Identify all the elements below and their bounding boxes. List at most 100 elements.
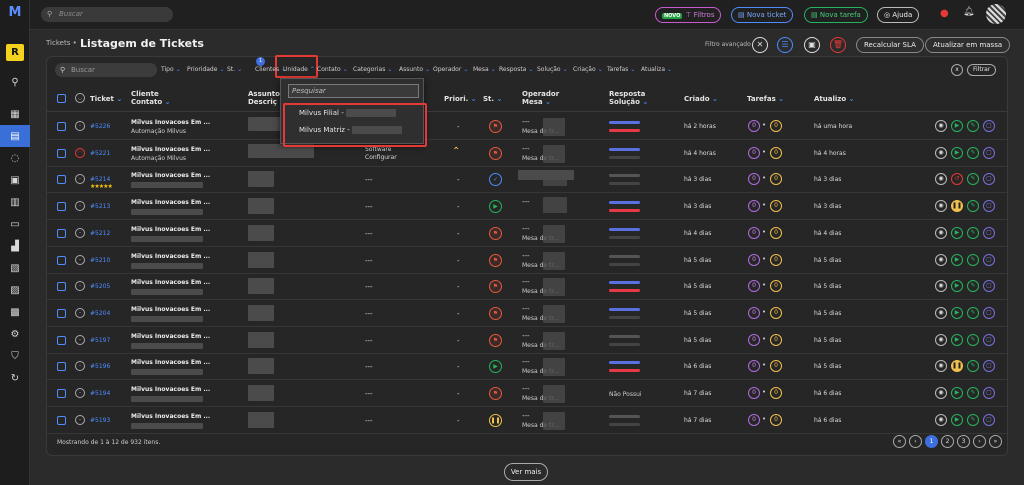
col-atualizo[interactable]: Atualizo ⌄ [814, 95, 855, 103]
filter-chip[interactable]: Prioridade ⌄ [187, 66, 225, 73]
edit-icon[interactable]: ✎ [967, 387, 979, 399]
edit-icon[interactable]: ✎ [967, 360, 979, 373]
nova-tarefa-button[interactable]: ▤ Nova tarefa [804, 7, 868, 23]
delete-icon[interactable]: ▢ [983, 173, 995, 186]
tasks-pending-count[interactable]: 0 [770, 253, 782, 266]
breadcrumb[interactable]: Tickets • [46, 39, 77, 47]
play-icon[interactable]: ▶ [951, 253, 963, 266]
page-button[interactable]: 2 [941, 435, 954, 448]
view-icon[interactable]: ◉ [935, 306, 947, 319]
pause-icon[interactable]: ❚❚ [951, 200, 963, 213]
filter-chip[interactable]: Categorias ⌄ [353, 66, 393, 73]
pause-icon[interactable]: ❚❚ [951, 360, 963, 373]
devices-icon[interactable]: ▭ [10, 218, 20, 230]
tasks-open-count[interactable]: 0 [748, 360, 760, 373]
ver-mais-button[interactable]: Ver mais [504, 463, 548, 481]
filtrar-button[interactable]: Filtrar [967, 64, 997, 76]
ticket-id-link[interactable]: #5221 [90, 149, 111, 157]
ticket-id-link[interactable]: #5194 [90, 390, 111, 397]
chat-icon[interactable]: ◌ [10, 152, 20, 164]
delete-icon[interactable]: ▢ [983, 387, 995, 399]
delete-icon[interactable]: ▢ [983, 280, 995, 293]
ticket-id-link[interactable]: #5226 [90, 123, 111, 130]
tasks-pending-count[interactable]: 0 [770, 387, 782, 399]
reports-icon[interactable]: ▟ [11, 240, 19, 252]
row-checkbox[interactable] [57, 122, 66, 131]
edit-icon[interactable]: ✎ [967, 146, 979, 159]
novo-ticket-button[interactable]: ▤ Nova ticket [731, 7, 794, 23]
tasks-pending-count[interactable]: 0 [770, 226, 782, 239]
table-row[interactable]: – #5226 Milvus Inovacoes Em ... Automação M… [47, 113, 1007, 140]
page-button[interactable]: » [989, 435, 1002, 448]
view-icon[interactable]: ◉ [935, 280, 947, 293]
filter-chip[interactable]: Contato ⌄ [317, 66, 348, 73]
page-button[interactable]: 1 [925, 435, 938, 448]
play-icon[interactable]: ▶ [951, 146, 963, 159]
dropdown-search-input[interactable]: Pesquisar [288, 84, 419, 98]
row-checkbox[interactable] [57, 202, 66, 212]
tasks-pending-count[interactable]: 0 [770, 280, 782, 293]
ticket-id-link[interactable]: #5204 [90, 309, 111, 317]
milvus-logo[interactable]: M [8, 5, 22, 20]
col-criado[interactable]: Criado ⌄ [684, 95, 718, 103]
col-ticket[interactable]: Ticket ⌄ [90, 95, 123, 103]
col-cliente[interactable]: Cliente Contato ⌄ [131, 90, 171, 106]
edit-icon[interactable]: ✎ [967, 226, 979, 239]
atualizar-em-massa-button[interactable]: Atualizar em massa [925, 37, 1011, 53]
gear-icon[interactable]: ⚙ [10, 328, 20, 340]
filter-chip[interactable]: Atualiza ⌄ [641, 66, 673, 73]
edit-icon[interactable]: ✎ [967, 333, 979, 346]
tickets-icon[interactable]: ▤ [0, 125, 30, 147]
tasks-open-count[interactable]: 0 [748, 333, 760, 346]
bell-icon[interactable]: 🔔︎ [963, 7, 975, 17]
view-icon[interactable]: ◉ [935, 253, 947, 266]
view-icon[interactable]: ◉ [935, 226, 947, 239]
contacts-icon[interactable]: ▥ [10, 196, 20, 208]
tasks-open-count[interactable]: 0 [748, 387, 760, 399]
filter-search-input[interactable]: ⚲ Buscar [55, 63, 157, 77]
docs-icon[interactable]: ▨ [10, 284, 20, 296]
tasks-open-count[interactable]: 0 [748, 306, 760, 319]
folder-icon[interactable]: ▩ [10, 306, 20, 318]
row-checkbox[interactable] [57, 308, 66, 318]
col-tarefas[interactable]: Tarefas ⌄ [747, 95, 785, 103]
delete-button[interactable]: 🗑︎ [830, 37, 846, 53]
status-pause-icon[interactable]: ❚❚ [489, 413, 502, 427]
filter-chip[interactable]: Unidade ⌃ [283, 66, 315, 73]
tasks-open-count[interactable]: 0 [748, 146, 760, 159]
filter-chip[interactable]: Solução ⌄ [537, 66, 568, 73]
edit-icon[interactable]: ✎ [967, 306, 979, 319]
recalcular-sla-button[interactable]: Recalcular SLA [856, 37, 924, 53]
delete-icon[interactable]: ▢ [983, 360, 995, 373]
edit-icon[interactable]: ✎ [967, 253, 979, 266]
delete-icon[interactable]: ▢ [983, 306, 995, 319]
row-checkbox[interactable] [57, 148, 66, 158]
row-checkbox[interactable] [57, 255, 66, 265]
edit-icon[interactable]: ✎ [967, 173, 979, 186]
col-operador[interactable]: Operador Mesa ⌄ [522, 90, 560, 106]
table-row[interactable]: – #5205 Milvus Inovacoes Em ... --- - ⚑ --- Mes… [47, 273, 1007, 301]
play-icon[interactable]: ▶ [951, 306, 963, 319]
table-row[interactable]: – #5204 Milvus Inovacoes Em ... --- - ⚑ --- Mes… [47, 300, 1007, 327]
filtros-button[interactable]: NOVO ⊤ Filtros [655, 7, 722, 23]
tasks-open-count[interactable]: 0 [748, 173, 760, 186]
calendar-icon[interactable]: ▣ [10, 174, 20, 186]
avatar[interactable] [986, 4, 1006, 24]
tasks-pending-count[interactable]: 0 [770, 306, 782, 319]
tasks-open-count[interactable]: 0 [748, 226, 760, 239]
ticket-id-link[interactable]: #5214 [90, 176, 111, 184]
tasks-pending-count[interactable]: 0 [770, 200, 782, 213]
ticket-id-link[interactable]: #5193 [90, 416, 111, 424]
status-flag-icon[interactable]: ⚑ [489, 280, 502, 294]
ticket-id-link[interactable]: #5197 [90, 336, 111, 344]
page-button[interactable]: › [973, 435, 986, 448]
table-row[interactable]: – #5196 Milvus Inovacoes Em ... --- - ▶ --- Mes… [47, 353, 1007, 381]
close-filter-button[interactable]: ✕ [752, 37, 768, 53]
chat-alert-icon[interactable]: ● [940, 8, 949, 19]
delete-icon[interactable]: ▢ [983, 253, 995, 266]
col-priori[interactable]: Priori. ⌄ [444, 95, 477, 103]
tasks-open-count[interactable]: 0 [748, 413, 760, 426]
col-st[interactable]: St. ⌄ [483, 95, 503, 103]
integrations-icon[interactable]: ↻ [10, 372, 20, 384]
shield-icon[interactable]: ⛉ [11, 350, 19, 362]
